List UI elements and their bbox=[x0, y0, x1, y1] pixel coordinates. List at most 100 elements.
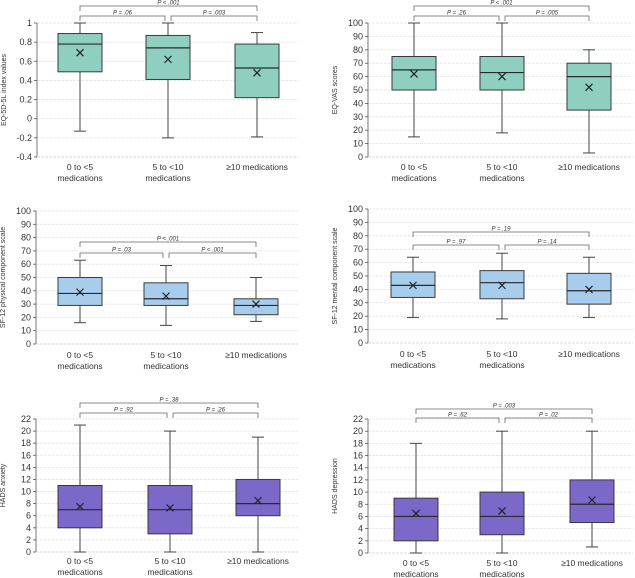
iqr-box bbox=[233, 298, 279, 316]
significance-bracket bbox=[79, 5, 258, 11]
y-tick-label: 0 bbox=[27, 114, 32, 124]
y-tick-label: 40 bbox=[21, 286, 31, 296]
y-tick-label: 50 bbox=[353, 85, 363, 95]
y-tick-label: 14 bbox=[353, 463, 363, 473]
box-group-2 bbox=[145, 22, 191, 139]
y-tick-label: 4 bbox=[358, 524, 363, 534]
y-tick-label: 18 bbox=[21, 438, 31, 448]
significance-bracket bbox=[504, 15, 590, 21]
iqr-box bbox=[479, 270, 525, 300]
box-group-3 bbox=[235, 436, 281, 553]
y-tick-label: 80 bbox=[353, 231, 363, 241]
significance-bracket bbox=[170, 15, 258, 21]
y-tick-label: 30 bbox=[353, 298, 363, 308]
significance-bracket bbox=[79, 252, 164, 258]
y-tick-label: 6 bbox=[358, 511, 363, 521]
p-value-label: P < .001 bbox=[157, 1, 179, 7]
box-group-2 bbox=[147, 430, 193, 553]
mean-marker-icon bbox=[588, 496, 596, 504]
y-tick-label: 60 bbox=[21, 259, 31, 269]
x-category-label: ≥10 medications bbox=[561, 558, 623, 568]
significance-bracket bbox=[168, 252, 257, 258]
p-value-label: P < .001 bbox=[490, 1, 512, 7]
y-tick-label: 0.8 bbox=[19, 37, 32, 47]
significance-bracket bbox=[79, 241, 257, 247]
iqr-box bbox=[145, 34, 191, 80]
x-category-label: medications bbox=[479, 173, 524, 183]
y-tick-label: 80 bbox=[353, 45, 363, 55]
box-group-1 bbox=[390, 256, 436, 319]
y-tick-label: 0.4 bbox=[19, 75, 32, 85]
mean-marker-icon bbox=[409, 281, 417, 290]
x-category-label: 5 to <10 bbox=[487, 349, 518, 359]
y-tick-label: 14 bbox=[21, 462, 31, 472]
y-tick-label: 100 bbox=[348, 204, 363, 214]
y-tick-label: 20 bbox=[21, 312, 31, 322]
y-tick-label: -0.4 bbox=[16, 152, 32, 162]
y-tick-label: 16 bbox=[21, 450, 31, 460]
x-category-label: 0 to <5 bbox=[67, 350, 94, 360]
mean-marker-icon bbox=[410, 69, 418, 78]
mean-marker-icon bbox=[585, 285, 593, 294]
mean-marker-icon bbox=[76, 502, 84, 511]
y-tick-label: 10 bbox=[353, 487, 363, 497]
y-axis-label: SF-12 physical component scale bbox=[0, 227, 7, 328]
y-tick-label: 60 bbox=[353, 258, 363, 268]
iqr-box bbox=[235, 478, 281, 517]
p-value-label: P = .62 bbox=[448, 413, 468, 419]
mean-marker-icon bbox=[252, 300, 260, 309]
x-category-label: medications bbox=[393, 569, 438, 578]
significance-bracket bbox=[415, 408, 593, 414]
p-value-label: P = .03 bbox=[112, 248, 132, 254]
x-category-label: medications bbox=[479, 360, 524, 370]
box-group-1 bbox=[393, 442, 439, 554]
box-group-2 bbox=[479, 430, 525, 554]
mean-marker-icon bbox=[412, 509, 420, 518]
y-tick-label: 50 bbox=[353, 271, 363, 281]
y-tick-label: 0 bbox=[358, 548, 363, 558]
y-tick-label: 0 bbox=[26, 339, 31, 349]
x-category-label: ≥10 medications bbox=[225, 350, 287, 360]
p-value-label: P = .97 bbox=[447, 240, 467, 246]
y-tick-label: 10 bbox=[21, 326, 31, 336]
box-group-2 bbox=[479, 22, 525, 134]
y-axis-label: EQ-5D-5L index values bbox=[1, 53, 8, 126]
mean-marker-icon bbox=[498, 72, 506, 81]
box-group-3 bbox=[234, 32, 280, 138]
y-tick-label: 6 bbox=[26, 511, 31, 521]
x-category-label: 0 to <5 bbox=[401, 162, 428, 172]
y-tick-label: 0 bbox=[358, 338, 363, 348]
y-tick-label: 0 bbox=[358, 152, 363, 162]
p-value-label: P < .001 bbox=[201, 248, 223, 254]
significance-bracket bbox=[413, 15, 500, 21]
iqr-box bbox=[479, 56, 525, 91]
y-tick-label: 70 bbox=[21, 246, 31, 256]
y-tick-label: 20 bbox=[353, 426, 363, 436]
y-tick-label: 100 bbox=[348, 18, 363, 28]
y-tick-label: 20 bbox=[21, 426, 31, 436]
y-tick-label: 8 bbox=[358, 499, 363, 509]
significance-bracket bbox=[504, 244, 590, 250]
y-tick-label: 20 bbox=[353, 125, 363, 135]
mean-marker-icon bbox=[76, 48, 84, 57]
p-value-label: P = .19 bbox=[492, 227, 512, 233]
mean-marker-icon bbox=[253, 68, 261, 77]
iqr-box bbox=[569, 479, 615, 524]
x-category-label: ≥10 medications bbox=[226, 162, 288, 172]
y-tick-label: 80 bbox=[21, 233, 31, 243]
p-value-label: P = .003 bbox=[493, 404, 516, 410]
iqr-box bbox=[393, 497, 439, 542]
p-value-label: P = .26 bbox=[206, 408, 226, 414]
y-tick-label: 60 bbox=[353, 72, 363, 82]
p-value-label: P = .92 bbox=[114, 408, 134, 414]
y-tick-label: 40 bbox=[353, 284, 363, 294]
box-group-3 bbox=[233, 277, 279, 322]
p-value-label: P = .14 bbox=[538, 240, 558, 246]
chart-panel-3: 0 10 20 30 40 50 60 70 80 90 100 SF-12 physical com… bbox=[0, 206, 298, 371]
y-tick-label: 0 bbox=[26, 547, 31, 557]
significance-bracket bbox=[79, 412, 168, 418]
y-tick-label: 1 bbox=[27, 18, 32, 28]
x-category-label: medications bbox=[57, 361, 102, 371]
chart-panel-4: 0 10 20 30 40 50 60 70 80 90 100 SF-12 mental compo… bbox=[332, 204, 633, 370]
